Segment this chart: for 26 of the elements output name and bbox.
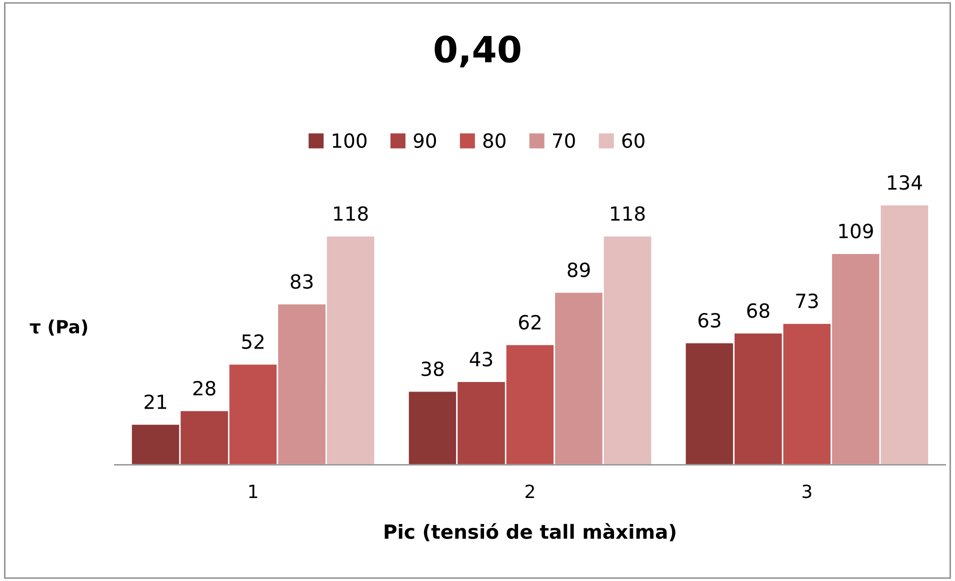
data-label: 89 — [568, 262, 590, 278]
x-tick-label: 3 — [802, 484, 812, 498]
legend-label: 90 — [414, 133, 436, 148]
legend-label: 100 — [332, 133, 367, 148]
data-label: 68 — [747, 303, 770, 318]
data-label: 118 — [611, 206, 645, 221]
data-label: 73 — [796, 294, 818, 308]
data-label: 62 — [519, 314, 540, 330]
data-label: 83 — [290, 274, 313, 289]
data-label: 28 — [193, 380, 216, 396]
legend-label: 80 — [483, 133, 506, 148]
data-label: 134 — [888, 175, 922, 190]
data-label: 109 — [839, 224, 873, 238]
x-axis-title: Pic (tensió de tall màxima) — [384, 523, 676, 542]
x-tick-label: 1 — [249, 484, 258, 498]
data-label: 52 — [242, 334, 264, 349]
data-label: 43 — [470, 352, 492, 366]
data-label: 21 — [144, 394, 166, 409]
data-label: 118 — [334, 206, 368, 221]
legend-label: 70 — [553, 133, 575, 148]
chart-title: 0,40 — [434, 36, 520, 68]
y-axis-title: τ (Pa) — [30, 320, 88, 336]
data-label: 63 — [698, 312, 720, 328]
legend-label: 60 — [622, 133, 644, 148]
data-label: 38 — [422, 361, 444, 376]
x-tick-label: 2 — [526, 484, 534, 498]
